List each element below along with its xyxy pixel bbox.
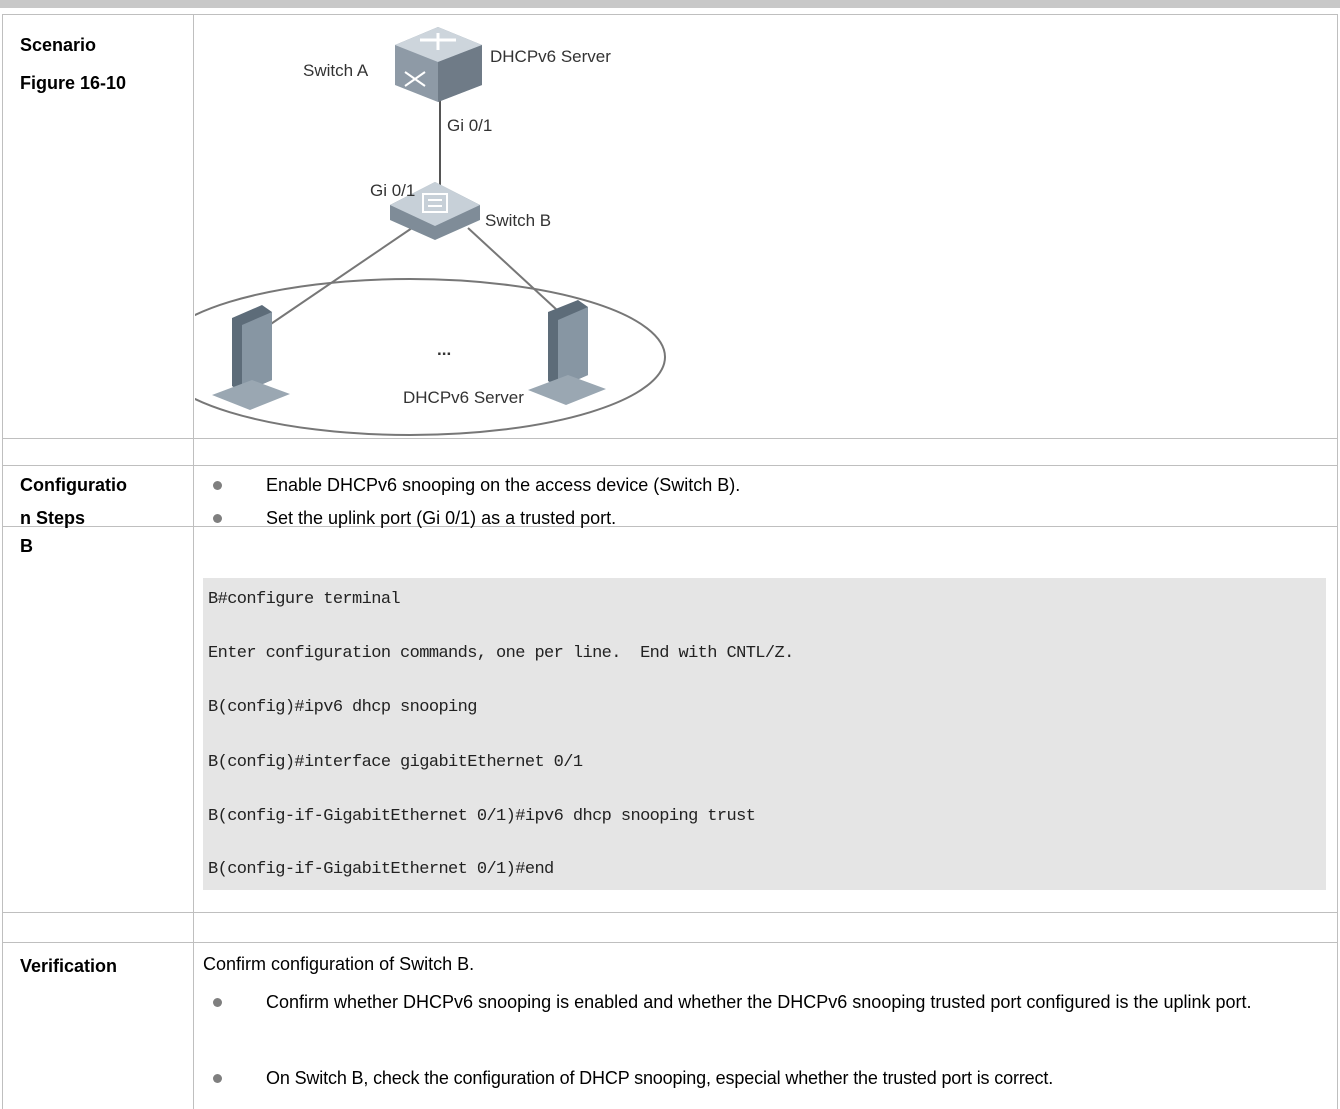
row-label: n Steps [20,508,86,528]
code-line: B(config-if-GigabitEthernet 0/1)#end [208,860,554,879]
pc-icon [212,305,290,410]
row-label: Figure 16-10 [20,73,127,93]
code-line: B(config)#interface gigabitEthernet 0/1 [208,753,583,772]
ellipsis: ... [437,340,451,359]
switch-a-icon [395,27,482,102]
code-block [203,578,1326,890]
bullet [213,481,222,490]
row-border [2,14,1338,15]
row-border [2,942,1338,943]
code-line: B(config)#ipv6 dhcp snooping [208,698,477,717]
topology-diagram: Switch A DHCPv6 Server Gi 0/1 Gi 0/1 Swi… [195,27,666,436]
row-label: Verification [20,956,118,976]
bullet-text: Enable DHCPv6 snooping on the access dev… [266,475,741,495]
bullet-text: Set the uplink port (Gi 0/1) as a truste… [266,508,617,528]
code-line: Enter configuration commands, one per li… [208,644,794,663]
link [467,227,571,323]
bullet [213,998,222,1007]
row-label: B [20,536,33,556]
row-border [2,465,1338,466]
col-border [2,14,3,1109]
code-line: B(config-if-GigabitEthernet 0/1)#ipv6 dh… [208,807,756,826]
code-line: B#configure terminal [208,590,401,609]
row-border [2,526,1338,527]
port-label: Gi 0/1 [370,181,415,200]
bullet-text: On Switch B, check the configuration of … [266,1068,1054,1088]
bullet [213,514,222,523]
bullet [213,1074,222,1083]
switch-b-icon [390,182,480,240]
intro-text: Confirm configuration of Switch B. [203,954,475,974]
row-label: Configuratio [20,475,127,495]
col-border [193,14,194,1109]
port-label: Gi 0/1 [447,116,492,135]
row-border [2,438,1338,439]
top-bar [0,0,1340,8]
col-border [1337,14,1338,1109]
client-group [195,278,666,436]
row-border [2,912,1338,913]
node-label: Switch A [303,61,369,80]
pc-icon [528,300,606,405]
node-label: DHCPv6 Server [490,47,611,66]
node-label: Switch B [485,211,551,230]
row-label: Scenario [20,35,97,55]
bullet-text: Confirm whether DHCPv6 snooping is enabl… [266,992,1252,1012]
group-label: DHCPv6 Server [403,388,524,407]
link [261,227,413,331]
